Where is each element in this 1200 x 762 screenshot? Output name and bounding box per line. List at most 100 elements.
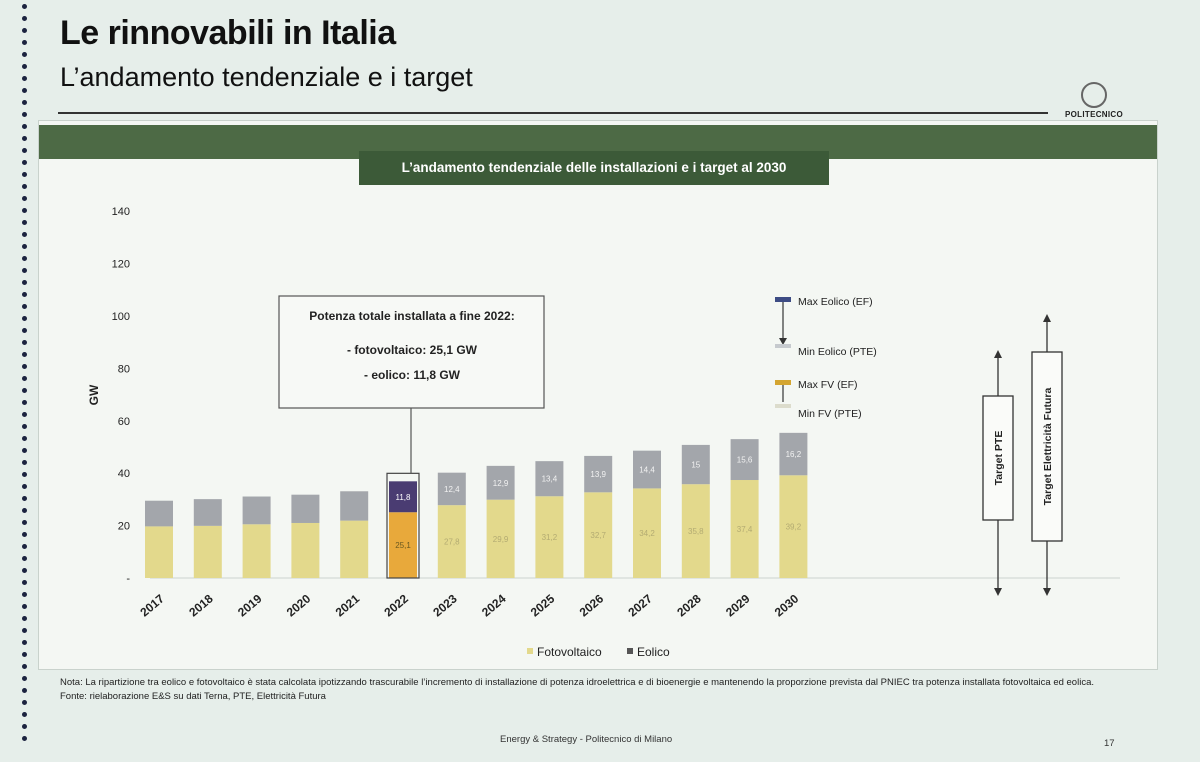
rail-dot xyxy=(22,724,27,729)
x-tick-label: 2024 xyxy=(479,591,509,619)
eolico-range-arrow-icon xyxy=(779,338,787,345)
value-label-fotovoltaico: 39,2 xyxy=(786,523,802,532)
target-ef-arrow-up-icon xyxy=(1043,314,1051,322)
rail-dot xyxy=(22,568,27,573)
bar-eolico xyxy=(437,472,466,506)
rail-dot xyxy=(22,472,27,477)
legend-swatch-eolico xyxy=(627,648,633,654)
rail-dot xyxy=(22,532,27,537)
rail-dot xyxy=(22,28,27,33)
y-tick-label: 140 xyxy=(112,206,130,218)
slide-title: Le rinnovabili in Italia xyxy=(60,14,396,52)
legend-max-fv: Max FV (EF) xyxy=(798,379,858,391)
value-label-fotovoltaico: 35,8 xyxy=(688,527,704,536)
rail-dot xyxy=(22,376,27,381)
bar-eolico xyxy=(584,455,613,493)
bar-fotovoltaico xyxy=(193,525,222,578)
rail-dot xyxy=(22,628,27,633)
x-tick-label: 2020 xyxy=(284,591,314,619)
target-ef-box xyxy=(1031,351,1063,542)
bar-eolico xyxy=(730,439,759,481)
rail-dot xyxy=(22,604,27,609)
bar-eolico xyxy=(486,465,515,500)
rail-dot xyxy=(22,64,27,69)
rail-dot xyxy=(22,124,27,129)
legend-min-fv: Min FV (PTE) xyxy=(798,408,862,420)
page-number: 17 xyxy=(1104,738,1115,749)
bar-eolico xyxy=(340,491,369,521)
rail-dot xyxy=(22,4,27,9)
value-label-eolico: 12,4 xyxy=(444,485,460,494)
rail-dot xyxy=(22,244,27,249)
rail-dot xyxy=(22,484,27,489)
rail-dot xyxy=(22,580,27,585)
rail-dot xyxy=(22,208,27,213)
target-ef-label: Target Elettricità Futura xyxy=(1042,388,1054,506)
rail-dot xyxy=(22,664,27,669)
bar-fotovoltaico xyxy=(291,522,320,578)
rail-dot xyxy=(22,196,27,201)
source-text: Fonte: rielaborazione E&S su dati Terna,… xyxy=(60,691,326,702)
bar-eolico xyxy=(389,481,417,513)
rail-dot xyxy=(22,184,27,189)
rail-dot xyxy=(22,364,27,369)
rail-dot xyxy=(22,88,27,93)
rail-dot xyxy=(22,736,27,741)
rail-dot xyxy=(22,304,27,309)
y-tick-label: 40 xyxy=(118,468,130,480)
title-divider xyxy=(58,112,1048,114)
rail-dot xyxy=(22,316,27,321)
x-tick-label: 2019 xyxy=(235,591,265,619)
rail-dot xyxy=(22,712,27,717)
value-label-eolico: 13,4 xyxy=(542,475,558,484)
bar-fotovoltaico xyxy=(389,512,417,578)
x-tick-label: 2027 xyxy=(625,591,655,619)
legend-swatch-fotovoltaico xyxy=(527,648,533,654)
y-axis-label: GW xyxy=(87,384,101,405)
legend-min-eolico: Min Eolico (PTE) xyxy=(798,346,877,358)
rail-dot xyxy=(22,652,27,657)
target-pte-arrow-up-icon xyxy=(994,350,1002,358)
rail-dot xyxy=(22,292,27,297)
bar-eolico xyxy=(535,461,564,497)
rail-dot xyxy=(22,592,27,597)
callout-eolico: - eolico: 11,8 GW xyxy=(364,368,461,382)
rail-dot xyxy=(22,268,27,273)
rail-dot xyxy=(22,688,27,693)
target-ef-arrow-down-icon xyxy=(1043,588,1051,596)
politecnico-logo-text: POLITECNICO xyxy=(1065,110,1123,119)
bar-fotovoltaico xyxy=(584,492,613,578)
rail-dot xyxy=(22,616,27,621)
rail-dot xyxy=(22,436,27,441)
highlight-outline xyxy=(386,472,420,579)
value-label-eolico: 15 xyxy=(691,461,700,470)
rail-dot xyxy=(22,220,27,225)
value-label-eolico: 12,9 xyxy=(493,479,509,488)
y-tick-label: 120 xyxy=(112,259,130,271)
rail-dot xyxy=(22,100,27,105)
footer-text: Energy & Strategy - Politecnico di Milan… xyxy=(500,734,673,745)
value-label-fotovoltaico: 34,2 xyxy=(639,529,655,538)
value-label-eolico: 13,9 xyxy=(590,470,606,479)
rail-dot xyxy=(22,160,27,165)
rail-dot xyxy=(22,16,27,21)
bar-eolico xyxy=(291,494,320,523)
bar-fotovoltaico xyxy=(340,520,369,578)
target-pte-box xyxy=(982,395,1014,521)
x-tick-label: 2028 xyxy=(674,591,704,619)
rail-dot xyxy=(22,700,27,705)
legend-fotovoltaico: Fotovoltaico xyxy=(537,645,602,659)
callout-fotovoltaico: - fotovoltaico: 25,1 GW xyxy=(347,343,478,357)
value-label-fotovoltaico: 29,9 xyxy=(493,535,509,544)
rail-dot xyxy=(22,52,27,57)
y-tick-label: - xyxy=(126,573,130,585)
x-tick-label: 2030 xyxy=(772,591,802,619)
x-tick-label: 2018 xyxy=(186,591,216,619)
target-pte-arrow-down-icon xyxy=(994,588,1002,596)
rail-dot xyxy=(22,640,27,645)
chart-banner: L’andamento tendenziale delle installazi… xyxy=(359,151,829,185)
rail-dot xyxy=(22,112,27,117)
rail-dot xyxy=(22,460,27,465)
min-fv-marker xyxy=(775,404,791,408)
